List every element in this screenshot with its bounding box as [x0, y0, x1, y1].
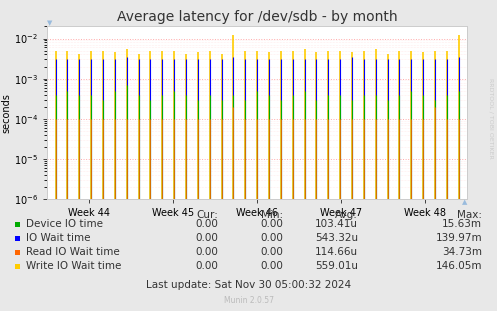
Text: ▼: ▼ — [47, 21, 53, 26]
Text: 103.41u: 103.41u — [315, 219, 358, 229]
Text: ▲: ▲ — [462, 199, 467, 205]
Text: 0.00: 0.00 — [260, 219, 283, 229]
Text: Munin 2.0.57: Munin 2.0.57 — [224, 296, 273, 305]
Text: Last update: Sat Nov 30 05:00:32 2024: Last update: Sat Nov 30 05:00:32 2024 — [146, 280, 351, 290]
Text: Avg:: Avg: — [335, 210, 358, 220]
Text: 0.00: 0.00 — [260, 247, 283, 257]
Text: 0.00: 0.00 — [196, 233, 219, 243]
Text: 0.00: 0.00 — [196, 261, 219, 271]
Text: 0.00: 0.00 — [196, 219, 219, 229]
Text: Device IO time: Device IO time — [26, 219, 103, 229]
Text: Read IO Wait time: Read IO Wait time — [26, 247, 120, 257]
Text: 0.00: 0.00 — [260, 233, 283, 243]
Text: IO Wait time: IO Wait time — [26, 233, 90, 243]
Text: Write IO Wait time: Write IO Wait time — [26, 261, 121, 271]
Text: 0.00: 0.00 — [260, 261, 283, 271]
Title: Average latency for /dev/sdb - by month: Average latency for /dev/sdb - by month — [117, 10, 398, 24]
Text: 146.05m: 146.05m — [435, 261, 482, 271]
Text: Max:: Max: — [457, 210, 482, 220]
Text: Min:: Min: — [261, 210, 283, 220]
Text: 15.63m: 15.63m — [442, 219, 482, 229]
Text: 559.01u: 559.01u — [315, 261, 358, 271]
Text: RRDTOOL / TOBI OETIKER: RRDTOOL / TOBI OETIKER — [489, 78, 494, 159]
Text: 139.97m: 139.97m — [435, 233, 482, 243]
Text: 543.32u: 543.32u — [315, 233, 358, 243]
Y-axis label: seconds: seconds — [1, 93, 11, 133]
Text: 114.66u: 114.66u — [315, 247, 358, 257]
Text: 0.00: 0.00 — [196, 247, 219, 257]
Text: Cur:: Cur: — [197, 210, 219, 220]
Text: 34.73m: 34.73m — [442, 247, 482, 257]
